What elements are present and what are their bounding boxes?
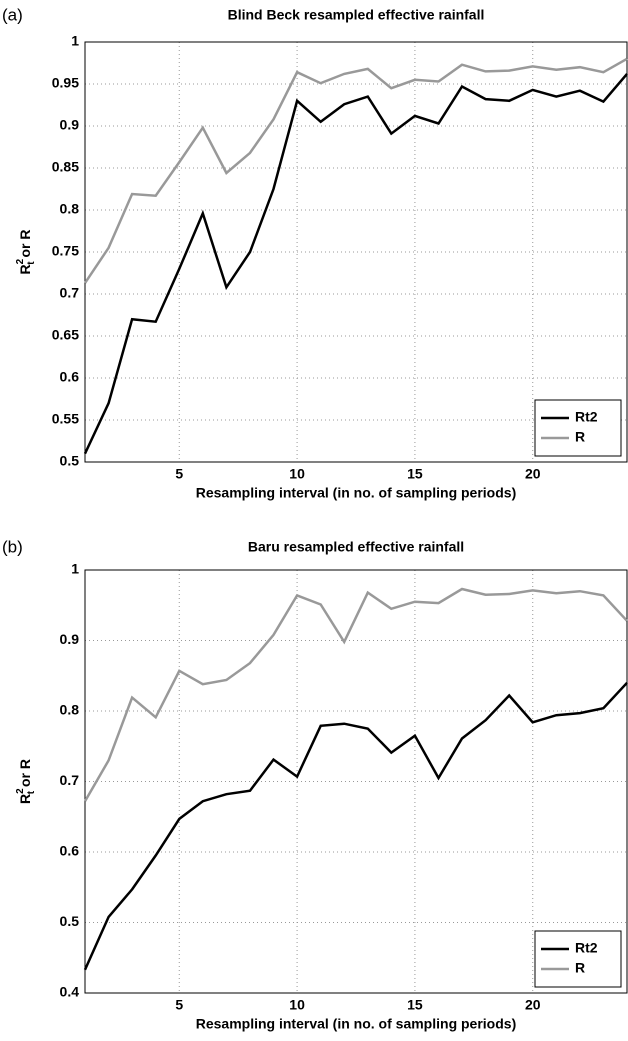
y-axis-label: R2t or R [15, 759, 37, 804]
y-tick-label: 0.7 [60, 285, 80, 301]
y-label-sup: 2 [15, 258, 26, 264]
y-tick-label: 0.5 [60, 453, 80, 469]
y-label-sub: t [26, 261, 37, 265]
x-tick-label: 15 [407, 466, 423, 482]
y-tick-label: 0.7 [60, 772, 80, 788]
panel-label: (a) [2, 5, 23, 24]
x-axis-label: Resampling interval (in no. of sampling … [196, 485, 516, 501]
legend-box [534, 930, 622, 988]
y-tick-label: 1 [71, 561, 79, 577]
y-tick-label: 1 [71, 33, 79, 49]
legend-box [534, 399, 622, 457]
x-tick-label: 5 [175, 466, 183, 482]
data-line [83, 57, 628, 284]
y-label-base: R [17, 794, 33, 804]
data-line [83, 587, 628, 802]
x-axis-label: Resampling interval (in no. of sampling … [196, 1016, 516, 1032]
y-axis-label: R2t or R [15, 230, 37, 275]
x-tick-label: 10 [289, 997, 305, 1013]
legend-label: Rt2 [575, 409, 598, 425]
panel-label: (b) [2, 537, 23, 556]
y-tick-label: 0.55 [52, 411, 79, 427]
y-tick-label: 0.85 [52, 159, 79, 175]
y-tick-label: 0.9 [60, 117, 80, 133]
y-tick-label: 0.5 [60, 913, 80, 929]
y-label-rest: or R [17, 759, 33, 791]
chart-title: Blind Beck resampled effective rainfall [228, 7, 485, 23]
chart-title: Baru resampled effective rainfall [248, 539, 464, 555]
y-tick-label: 0.75 [52, 243, 79, 259]
y-tick-label: 0.4 [60, 984, 80, 1000]
y-label-sup: 2 [15, 788, 26, 794]
legend-label: R [575, 429, 585, 445]
plot-frame [84, 41, 628, 463]
data-line [83, 681, 628, 971]
y-label-base: R [17, 264, 33, 274]
y-tick-label: 0.6 [60, 369, 80, 385]
plot-frame [84, 569, 628, 994]
y-tick-label: 0.95 [52, 75, 79, 91]
data-line [83, 73, 628, 455]
x-tick-label: 20 [525, 466, 541, 482]
y-tick-label: 0.65 [52, 327, 79, 343]
x-tick-label: 5 [175, 997, 183, 1013]
y-label-sub: t [26, 790, 37, 794]
legend-label: R [575, 960, 585, 976]
legend-label: Rt2 [575, 940, 598, 956]
y-tick-label: 0.9 [60, 631, 80, 647]
y-label-rest: or R [17, 230, 33, 262]
x-tick-label: 10 [289, 466, 305, 482]
x-tick-label: 15 [407, 997, 423, 1013]
x-tick-label: 20 [525, 997, 541, 1013]
y-tick-label: 0.6 [60, 843, 80, 859]
y-tick-label: 0.8 [60, 201, 80, 217]
y-tick-label: 0.8 [60, 702, 80, 718]
